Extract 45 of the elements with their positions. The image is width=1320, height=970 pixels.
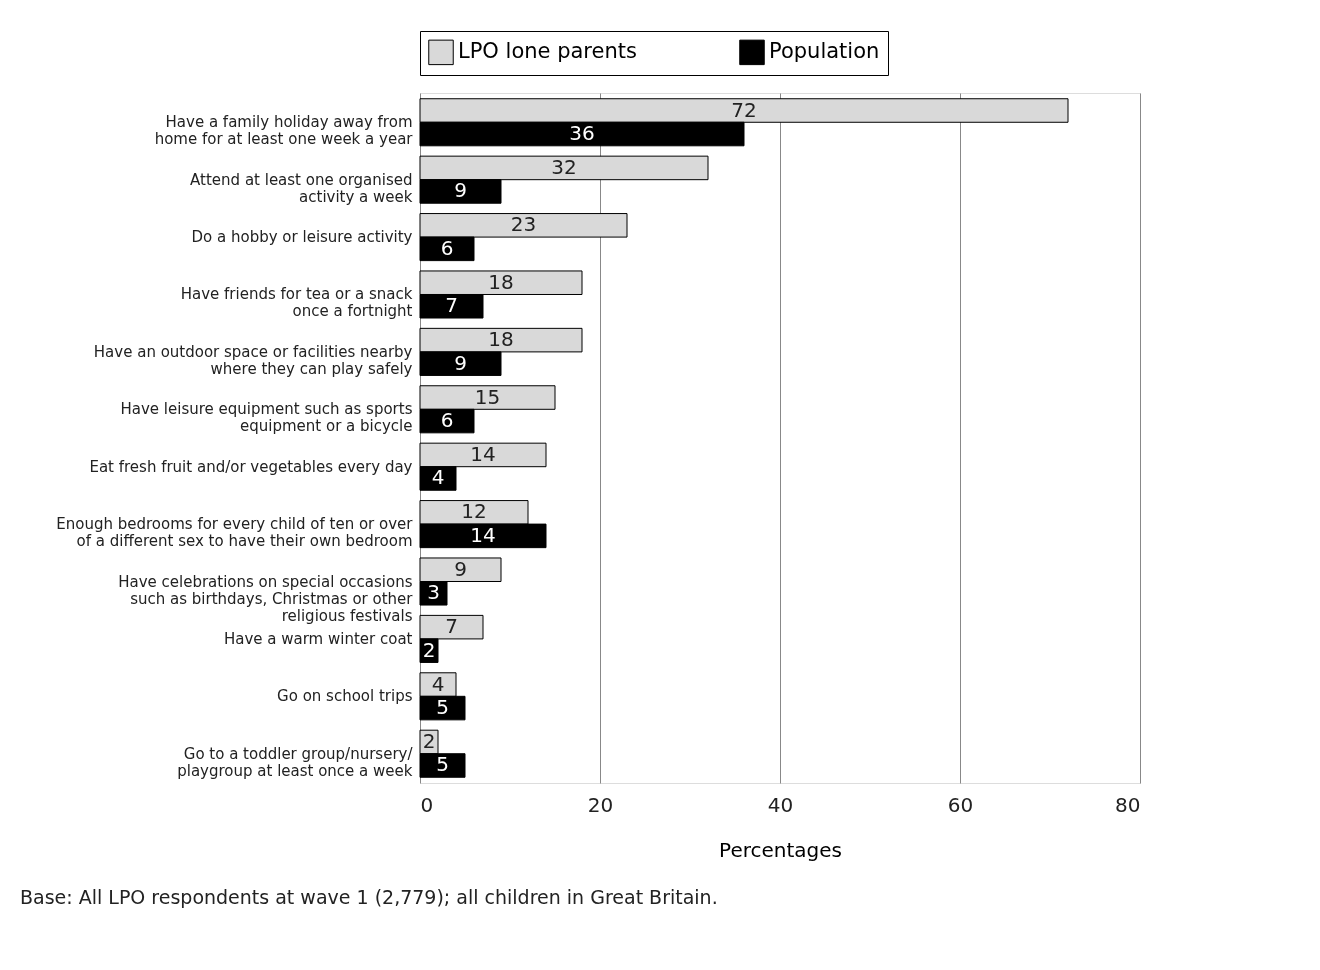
legend-label: Population: [769, 39, 880, 64]
data-label: 18: [488, 269, 514, 294]
y-tick-label: Have a family holiday away from home for at least one week a year: [154, 113, 414, 149]
y-tick-label: Go on school trips: [277, 687, 413, 706]
data-label: 4: [431, 465, 445, 490]
y-tick-label: Go to a toddler group/nursery/ playgroup at least once a week: [177, 744, 414, 780]
y-tick-label: Have leisure equipment such as sports equipment or a bicycle: [120, 400, 413, 436]
y-tick-label: Have celebrations on special occasions such as birthdays, Christmas or other religious festivals: [118, 572, 414, 625]
x-tick-label: 0: [420, 792, 434, 817]
y-tick-label: Eat fresh fruit and/or vegetables every day: [89, 457, 413, 476]
x-tick-label: 60: [947, 792, 974, 817]
y-tick-label: Enough bedrooms for every child of ten or over of a different sex to have their own bedroom: [56, 515, 414, 551]
x-tick-label: 20: [587, 792, 614, 817]
data-label: 15: [474, 384, 501, 409]
y-tick-label: Have an outdoor space or facilities nearby where they can play safely: [93, 342, 413, 378]
data-label: 4: [431, 671, 445, 696]
text: Base: All LPO respondents at wave 1 (2,779); all children in Great Britain.: [20, 886, 718, 908]
data-label: 9: [454, 178, 467, 203]
data-label: 9: [454, 350, 467, 375]
legend-label: LPO lone parents: [458, 39, 637, 64]
data-label: 9: [454, 556, 467, 581]
data-label: 23: [510, 212, 537, 237]
data-label: 36: [569, 121, 595, 146]
data-label: 3: [427, 580, 440, 605]
y-tick-label: Attend at least one organised activity a week: [190, 170, 413, 206]
data-label: 2: [422, 637, 436, 662]
data-label: 5: [436, 695, 449, 720]
data-label: 12: [461, 499, 487, 524]
data-label: 18: [488, 327, 514, 352]
x-axis-title: Percentages: [719, 837, 842, 862]
data-label: 6: [440, 408, 454, 433]
data-label: 2: [422, 728, 436, 753]
x-tick-label: 80: [1115, 792, 1141, 817]
data-label: 6: [440, 235, 454, 260]
data-label: 14: [470, 522, 496, 547]
x-tick-label: 40: [767, 792, 794, 817]
data-label: 5: [436, 752, 449, 777]
data-label: 32: [551, 154, 577, 179]
y-tick-label: Have friends for tea or a snack once a fortnight: [180, 285, 413, 321]
data-label: 72: [731, 97, 757, 122]
y-tick-label: Have a warm winter coat: [223, 629, 413, 648]
data-label: 7: [445, 293, 458, 318]
data-label: 14: [470, 441, 496, 466]
data-label: 7: [445, 614, 458, 639]
y-tick-label: Do a hobby or leisure activity: [191, 228, 413, 247]
